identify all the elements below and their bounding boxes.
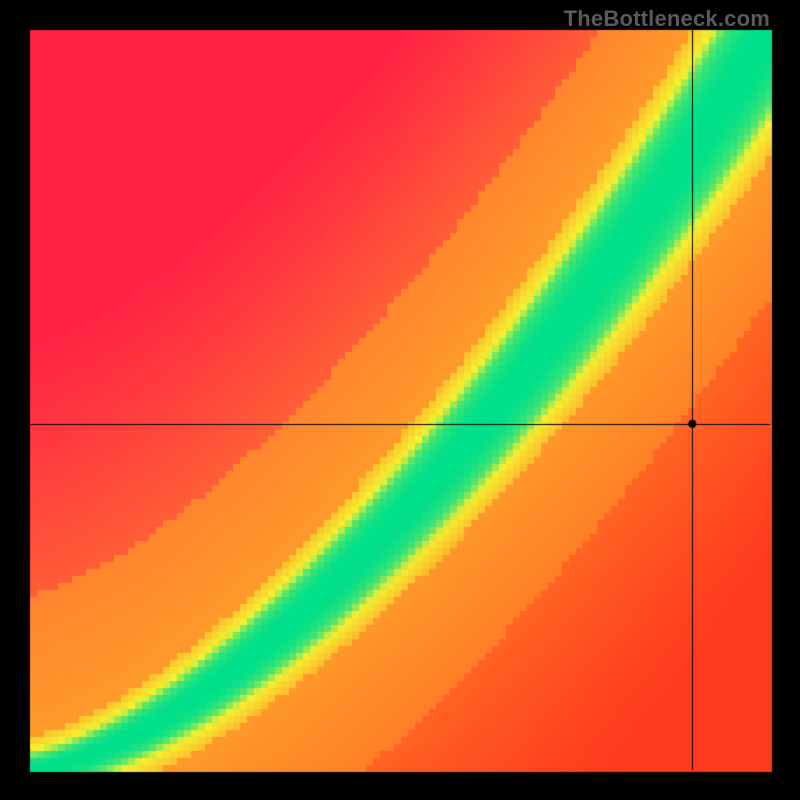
figure-container: TheBottleneck.com xyxy=(0,0,800,800)
bottleneck-heatmap xyxy=(0,0,800,800)
watermark-label: TheBottleneck.com xyxy=(564,6,770,32)
